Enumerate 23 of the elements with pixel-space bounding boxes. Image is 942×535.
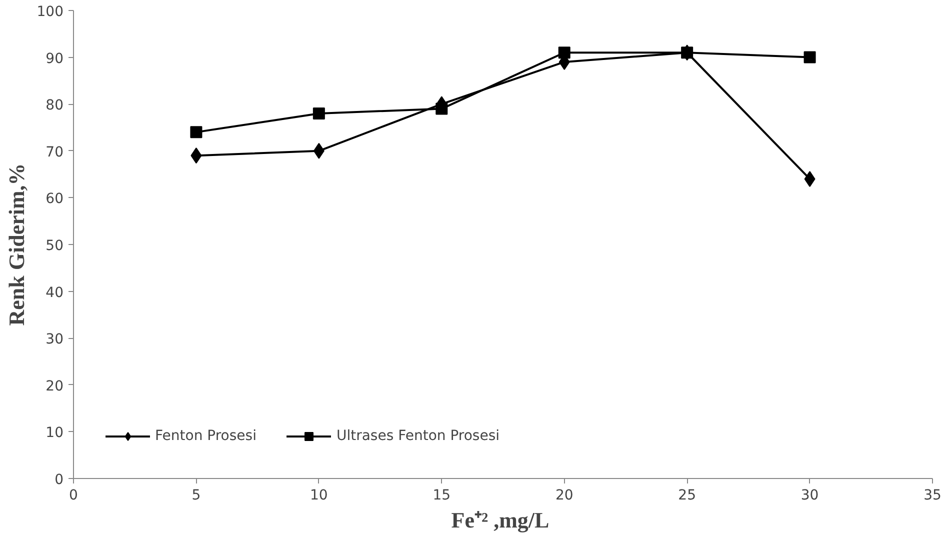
y-tick-label: 0 [54, 472, 64, 488]
legend-label: Ultrases Fenton Prosesi [336, 428, 500, 444]
y-axis-title: Renk Giderim,% [4, 163, 29, 326]
x-tick-label: 10 [310, 488, 328, 504]
y-tick-label: 70 [46, 144, 64, 160]
x-tick-label: 5 [192, 488, 201, 504]
y-tick-label: 80 [46, 98, 64, 114]
x-tick-label: 15 [432, 488, 451, 504]
y-tick-label: 30 [46, 332, 64, 348]
legend-label: Fenton Prosesi [155, 428, 256, 444]
x-tick-label: 25 [678, 488, 696, 504]
y-tick-label: 100 [36, 4, 64, 20]
y-tick-label: 10 [46, 425, 64, 442]
x-tick-label: 35 [924, 488, 942, 504]
x-tick-label: 0 [69, 488, 78, 504]
y-tick-label: 50 [46, 238, 64, 254]
y-tick-label: 20 [46, 378, 64, 394]
x-tick-label: 20 [555, 488, 574, 504]
x-tick-label: 30 [800, 488, 819, 504]
y-tick-label: 60 [46, 191, 64, 208]
x-axis-title: Fe⁺² ,mg/L [451, 508, 550, 532]
y-tick-label: 90 [46, 50, 64, 67]
y-tick-label: 40 [46, 284, 64, 301]
